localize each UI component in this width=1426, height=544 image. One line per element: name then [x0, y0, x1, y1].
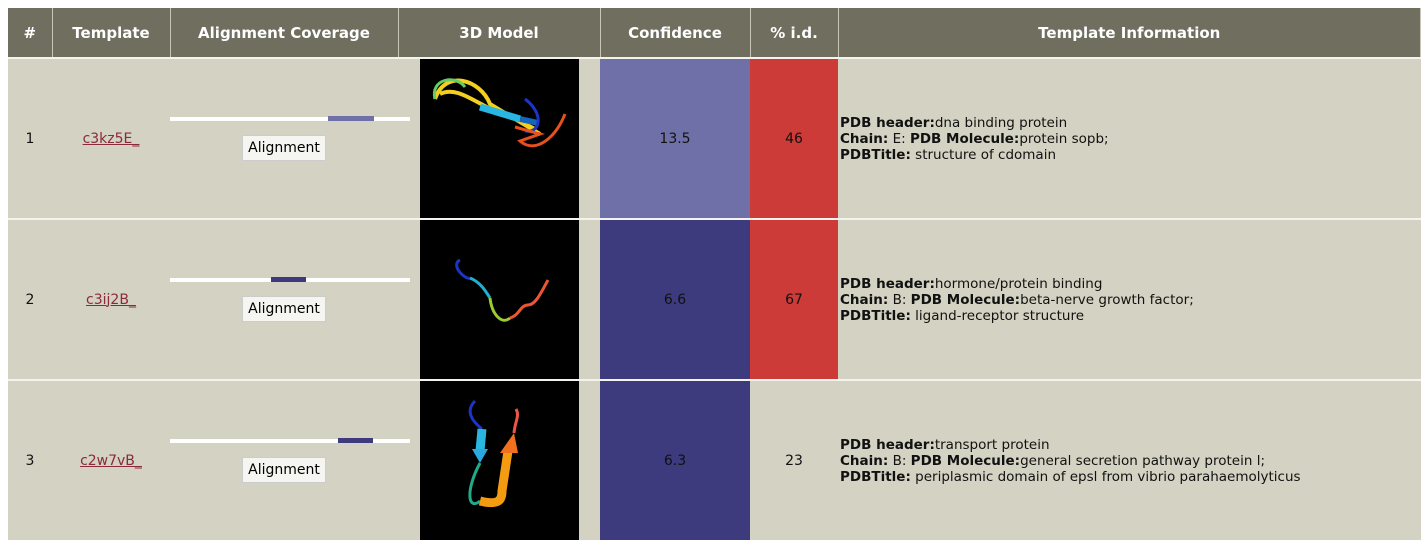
model-image — [420, 381, 579, 540]
label: PDB header: — [840, 276, 935, 292]
coverage-segment — [271, 277, 306, 282]
model-cell — [398, 219, 600, 380]
info-chain: Chain: B: PDB Molecule:general secretion… — [840, 453, 1421, 469]
confidence-cell: 6.6 — [600, 219, 750, 380]
value: transport protein — [935, 437, 1050, 453]
model-cell — [398, 58, 600, 219]
coverage-segment — [338, 438, 373, 443]
value: beta-nerve growth factor; — [1020, 292, 1194, 308]
coverage-line — [170, 117, 410, 121]
model-image — [420, 59, 579, 218]
page: {"table": { "headers": ["#", "Template",… — [0, 0, 1426, 536]
info-chain: Chain: E: PDB Molecule:protein sopb; — [840, 131, 1421, 147]
template-cell: c3ij2B_ — [52, 219, 170, 380]
value: hormone/protein binding — [935, 276, 1103, 292]
value: ligand-receptor structure — [915, 308, 1084, 324]
info-header: PDB header:transport protein — [840, 437, 1421, 453]
column-header: 3D Model — [398, 8, 600, 58]
label: PDB Molecule: — [911, 453, 1020, 469]
value: general secretion pathway protein l; — [1020, 453, 1265, 469]
model-image — [420, 220, 579, 379]
value: E: — [893, 131, 906, 147]
value: structure of cdomain — [915, 147, 1056, 163]
label: Chain: — [840, 453, 888, 469]
label: PDB Molecule: — [911, 292, 1020, 308]
template-link[interactable]: c3kz5E_ — [83, 131, 140, 147]
label: PDB header: — [840, 437, 935, 453]
info-title: PDBTitle: ligand-receptor structure — [840, 308, 1400, 324]
alignment-cell: Alignment — [170, 219, 398, 380]
value: protein sopb; — [1019, 131, 1108, 147]
alignment-button[interactable]: Alignment — [242, 296, 326, 322]
column-header: Template Information — [838, 8, 1421, 58]
rank-cell: 2 — [8, 219, 52, 380]
template-cell: c3kz5E_ — [52, 58, 170, 219]
label: Chain: — [840, 292, 888, 308]
coverage-line — [170, 439, 410, 443]
template-link[interactable]: c2w7vB_ — [80, 453, 142, 469]
info-title: PDBTitle: structure of cdomain — [840, 147, 1400, 163]
coverage-line — [170, 278, 410, 282]
alignment-button[interactable]: Alignment — [242, 135, 326, 161]
label: PDBTitle: — [840, 308, 911, 324]
label: PDBTitle: — [840, 469, 911, 485]
identity-cell: 46 — [750, 58, 838, 219]
rank-cell: 3 — [8, 380, 52, 540]
alignment-cell: Alignment — [170, 58, 398, 219]
alignment-cell: Alignment — [170, 380, 398, 540]
body: #TemplateAlignment Coverage3D ModelConfi… — [0, 0, 1426, 536]
label: PDBTitle: — [840, 147, 911, 163]
coverage-segment — [328, 116, 374, 121]
column-header: % i.d. — [750, 8, 838, 58]
value: periplasmic domain of epsl from vibrio p… — [915, 469, 1300, 485]
info-title: PDBTitle: periplasmic domain of epsl fro… — [840, 469, 1400, 485]
column-header: Confidence — [600, 8, 750, 58]
model-render — [420, 381, 579, 540]
rank-cell: 1 — [8, 58, 52, 219]
identity-cell: 67 — [750, 219, 838, 380]
template-cell: c2w7vB_ — [52, 380, 170, 540]
label: PDB Molecule: — [910, 131, 1019, 147]
value: dna binding protein — [935, 115, 1067, 131]
info-header: PDB header:hormone/protein binding — [840, 276, 1421, 292]
alignment-button[interactable]: Alignment — [242, 457, 326, 483]
template-link[interactable]: c3ij2B_ — [86, 292, 136, 308]
value: B: — [893, 292, 907, 308]
confidence-cell: 13.5 — [600, 58, 750, 219]
label: PDB header: — [840, 115, 935, 131]
model-render — [420, 59, 579, 218]
value: B: — [893, 453, 907, 469]
identity-cell: 23 — [750, 380, 838, 540]
column-header: # — [8, 8, 52, 58]
confidence-cell: 6.3 — [600, 380, 750, 540]
model-render — [420, 220, 579, 379]
info-chain: Chain: B: PDB Molecule:beta-nerve growth… — [840, 292, 1421, 308]
column-header: Alignment Coverage — [170, 8, 398, 58]
model-cell — [398, 380, 600, 540]
column-header: Template — [52, 8, 170, 58]
label: Chain: — [840, 131, 888, 147]
info-header: PDB header:dna binding protein — [840, 115, 1421, 131]
